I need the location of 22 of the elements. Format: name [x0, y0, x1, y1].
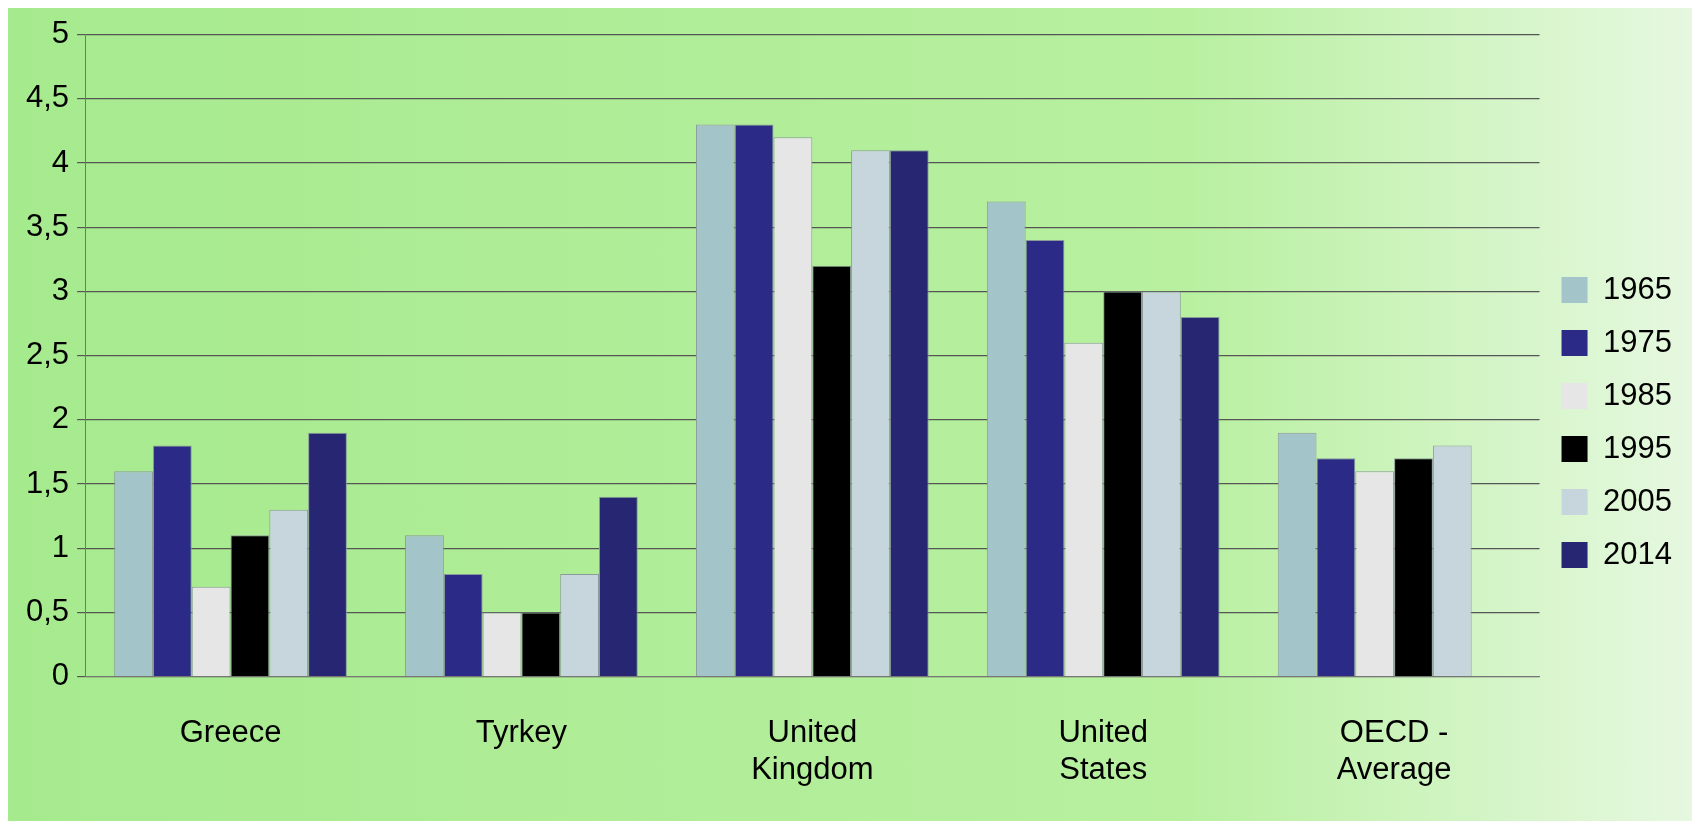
- y-tick-label: 1: [51, 528, 70, 564]
- y-tick-label: 4: [51, 143, 70, 179]
- legend-label: 2014: [1603, 535, 1673, 571]
- legend-label: 1995: [1603, 429, 1673, 465]
- legend-label: 2005: [1603, 482, 1673, 518]
- y-tick-label: 0: [51, 657, 70, 693]
- y-tick-label: 5: [51, 15, 70, 51]
- y-tick-label: 4,5: [25, 79, 70, 115]
- y-tick-label: 1,5: [25, 464, 70, 500]
- y-tick-label: 0,5: [25, 592, 70, 628]
- y-tick-label: 2,5: [25, 336, 70, 372]
- x-tick-label: OECD - Average: [1336, 713, 1452, 786]
- legend-label: 1965: [1603, 270, 1673, 306]
- x-tick-label: Greece: [179, 713, 282, 749]
- y-tick-label: 3,5: [25, 207, 70, 243]
- y-tick-label: 3: [51, 271, 70, 307]
- legend-label: 1985: [1603, 376, 1673, 412]
- x-tick-label: United Kingdom: [751, 713, 874, 786]
- x-tick-label: United States: [1058, 713, 1149, 786]
- x-tick-label: Tyrkey: [475, 713, 568, 749]
- legend-label: 1975: [1603, 323, 1673, 359]
- y-tick-label: 2: [51, 400, 70, 436]
